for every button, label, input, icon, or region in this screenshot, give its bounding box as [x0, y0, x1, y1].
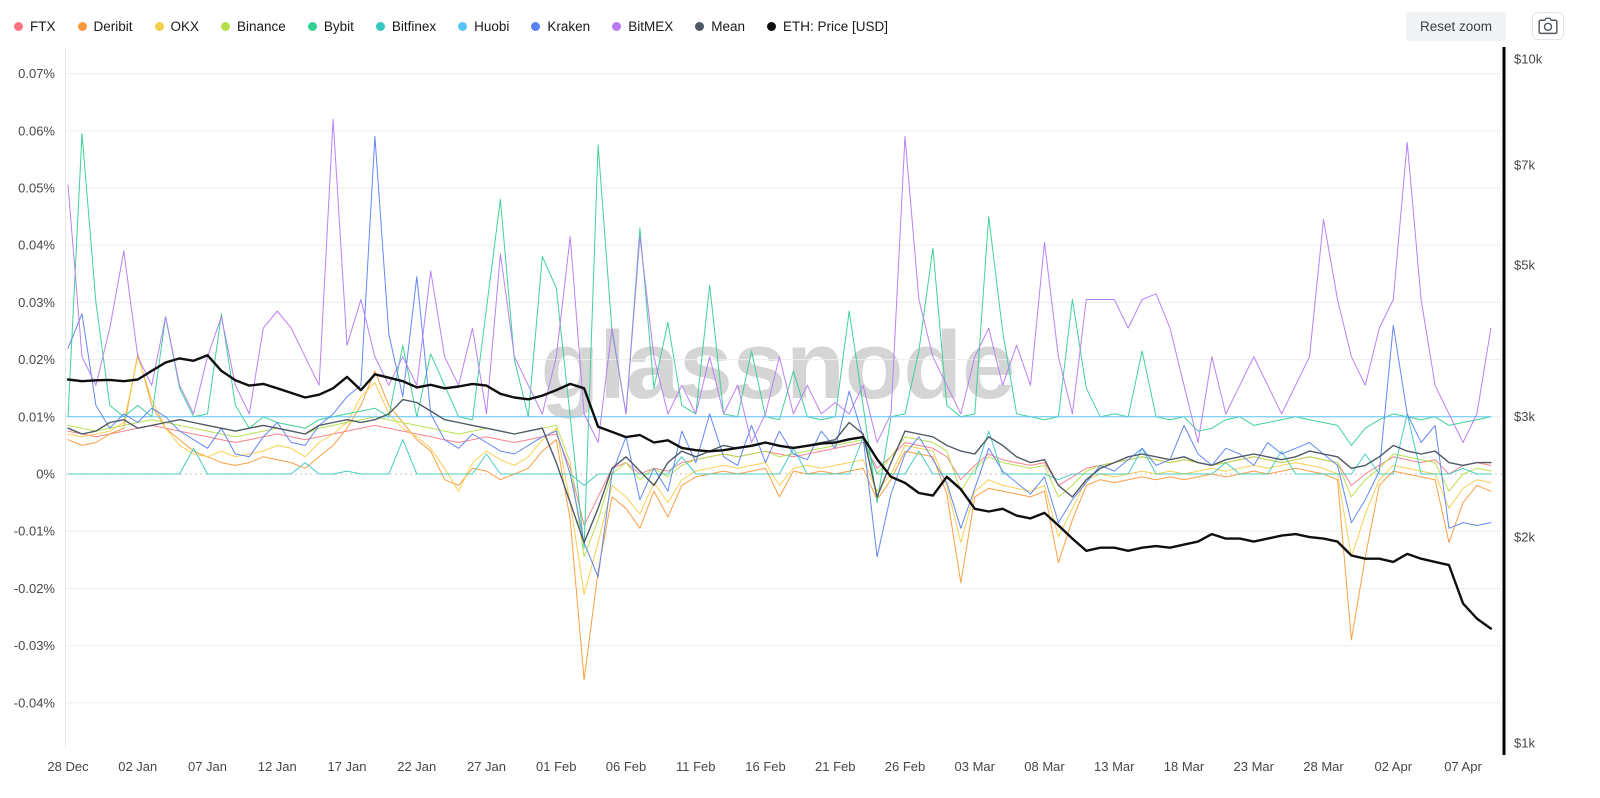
x-tick-label: 11 Feb [676, 759, 716, 774]
y-right-tick-label: $10k [1514, 52, 1543, 67]
legend-dot-icon [77, 21, 87, 31]
y-left-tick-label: 0.06% [18, 123, 55, 138]
x-tick-label: 03 Mar [955, 759, 996, 774]
legend-dot-icon [531, 21, 541, 31]
x-tick-label: 26 Feb [885, 759, 925, 774]
glassnode-watermark: glassnode [540, 312, 1016, 419]
x-tick-label: 01 Feb [536, 759, 576, 774]
y-left-tick-label: 0.03% [18, 295, 55, 310]
legend-label: ETH: Price [USD] [782, 18, 888, 34]
y-right-tick-label: $7k [1514, 157, 1535, 172]
legend-dot-icon [221, 21, 231, 31]
reset-zoom-button[interactable]: Reset zoom [1405, 11, 1506, 41]
legend-item-eth-price-usd[interactable]: ETH: Price [USD] [766, 18, 888, 34]
x-tick-label: 16 Feb [745, 759, 785, 774]
camera-icon[interactable] [1532, 12, 1564, 40]
legend-dot-icon [612, 21, 622, 31]
legend-label: OKX [170, 18, 200, 34]
y-right-tick-label: $2k [1514, 530, 1535, 545]
legend-label: Deribit [93, 18, 133, 34]
legend-item-deribit[interactable]: Deribit [77, 18, 133, 34]
y-left-tick-label: -0.02% [14, 581, 56, 596]
legend-label: FTX [30, 18, 56, 34]
y-left-tick-label: 0% [36, 467, 55, 482]
x-tick-label: 28 Dec [47, 759, 89, 774]
legend-label: Huobi [474, 18, 510, 34]
x-tick-label: 28 Mar [1303, 759, 1344, 774]
y-left-tick-label: -0.04% [14, 695, 56, 710]
series-line-ftx [67, 424, 1492, 526]
legend-label: Kraken [547, 18, 591, 34]
legend-dot-icon [154, 21, 164, 31]
x-tick-label: 02 Jan [118, 759, 157, 774]
legend-item-binance[interactable]: Binance [221, 19, 286, 34]
legend-item-bitmex[interactable]: BitMEX [612, 19, 673, 34]
legend-dot-icon [766, 21, 776, 31]
x-tick-label: 22 Jan [397, 759, 436, 774]
series-line-kraken [67, 136, 1492, 578]
x-tick-label: 18 Mar [1164, 759, 1205, 774]
series-line-eth-price-usd [66, 354, 1493, 630]
legend-item-okx[interactable]: OKX [154, 18, 200, 34]
legend-dot-icon [375, 21, 385, 31]
series-line-bybit [67, 133, 1492, 549]
y-left-tick-label: 0.04% [18, 238, 55, 253]
header-actions: Reset zoom [1405, 11, 1564, 41]
y-left-tick-label: 0.01% [18, 409, 55, 424]
legend-item-ftx[interactable]: FTX [14, 19, 56, 34]
legend-dot-icon [307, 21, 317, 31]
x-tick-label: 02 Apr [1374, 759, 1412, 774]
legend-label: Bybit [323, 18, 354, 34]
legend-dot-icon [695, 21, 705, 31]
x-tick-label: 07 Apr [1444, 759, 1482, 774]
legend: FTX Deribit OKX Binance Bybit Bitfinex Huobi Kr… [14, 19, 888, 34]
legend-label: Mean [711, 18, 745, 34]
y-right-tick-label: $3k [1514, 409, 1535, 424]
legend-item-bybit[interactable]: Bybit [307, 18, 354, 34]
x-tick-label: 17 Jan [327, 759, 366, 774]
legend-item-huobi[interactable]: Huobi [458, 19, 509, 34]
legend-item-kraken[interactable]: Kraken [531, 19, 590, 34]
x-tick-label: 12 Jan [258, 759, 297, 774]
legend-item-bitfinex[interactable]: Bitfinex [375, 18, 437, 34]
series-line-deribit [67, 353, 1492, 681]
legend-dot-icon [458, 21, 468, 31]
chart-header: FTX Deribit OKX Binance Bybit Bitfinex Huobi Kr… [0, 0, 1600, 52]
legend-item-mean[interactable]: Mean [695, 19, 745, 34]
legend-label: Binance [237, 18, 286, 34]
series-line-bitfinex [67, 413, 1492, 486]
camera-icon-glyph [1538, 17, 1558, 35]
series-line-okx [67, 356, 1492, 595]
y-left-tick-label: -0.03% [14, 638, 56, 653]
y-right-tick-label: $1k [1514, 736, 1535, 751]
y-right-tick-label: $5k [1514, 257, 1535, 272]
x-tick-label: 08 Mar [1024, 759, 1065, 774]
legend-label: Bitfinex [391, 18, 437, 34]
x-tick-label: 06 Feb [606, 759, 646, 774]
y-left-tick-label: 0.07% [18, 66, 55, 81]
y-left-tick-label: 0.02% [18, 352, 55, 367]
series-line-mean [67, 398, 1492, 544]
x-tick-label: 23 Mar [1234, 759, 1275, 774]
x-tick-label: 21 Feb [815, 759, 855, 774]
x-tick-label: 13 Mar [1094, 759, 1135, 774]
y-left-tick-label: 0.05% [18, 181, 55, 196]
x-tick-label: 07 Jan [188, 759, 227, 774]
legend-dot-icon [14, 21, 23, 31]
y-left-tick-label: -0.01% [14, 524, 56, 539]
series-line-bitmex [67, 118, 1492, 443]
legend-label: BitMEX [628, 18, 674, 34]
x-tick-label: 27 Jan [467, 759, 506, 774]
